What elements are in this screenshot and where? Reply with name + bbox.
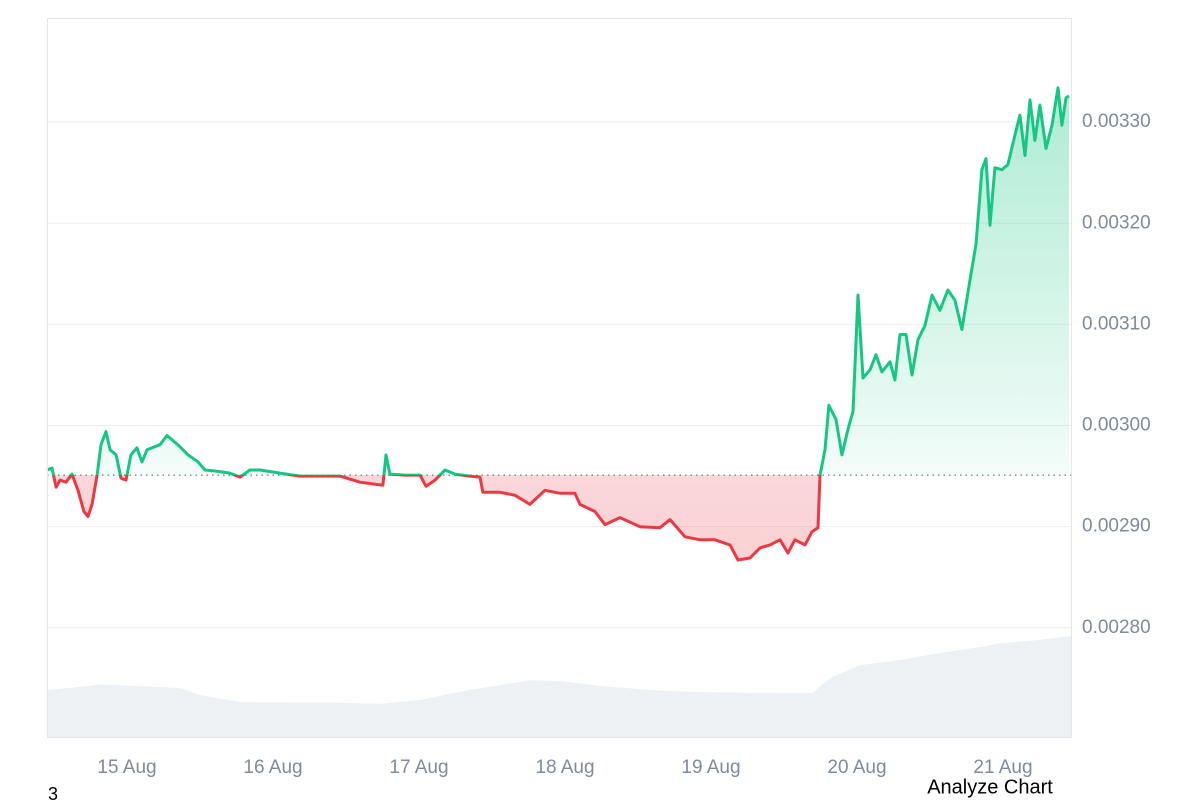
y-tick-label: 0.00330	[1082, 111, 1151, 132]
x-tick-label: 21 Aug	[973, 757, 1032, 778]
analyze-chart-button[interactable]: Analyze Chart	[927, 776, 1053, 798]
background-layer	[47, 121, 1071, 737]
main-layer	[46, 86, 1071, 562]
y-tick-label: 0.00300	[1082, 415, 1151, 436]
footer-number: 3	[48, 784, 58, 800]
x-tick-label: 18 Aug	[535, 757, 594, 778]
price-area	[47, 87, 1069, 561]
y-tick-label: 0.00280	[1082, 617, 1151, 638]
x-tick-label: 19 Aug	[681, 757, 740, 778]
y-tick-label: 0.00320	[1082, 212, 1151, 233]
x-tick-label: 20 Aug	[827, 757, 886, 778]
plot-frame	[47, 18, 1072, 738]
y-tick-label: 0.00310	[1082, 313, 1151, 334]
price-line	[46, 86, 1070, 562]
x-tick-label: 16 Aug	[243, 757, 302, 778]
y-tick-label: 0.00290	[1082, 516, 1151, 537]
x-tick-label: 15 Aug	[97, 757, 156, 778]
volume-area	[47, 636, 1071, 737]
x-tick-label: 17 Aug	[389, 757, 448, 778]
